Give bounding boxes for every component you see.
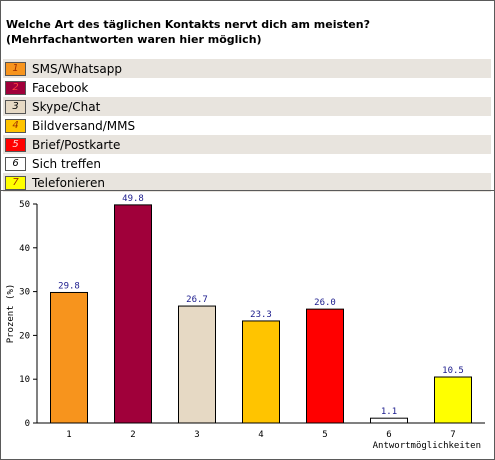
legend-number: 4 <box>12 120 19 131</box>
bar <box>306 308 344 424</box>
x-tick-label: 2 <box>130 430 135 440</box>
y-tick-label: 40 <box>19 244 30 254</box>
bar-value-label: 23.3 <box>250 310 272 320</box>
legend-item: 7 Telefonieren <box>3 173 491 192</box>
x-tick-label: 4 <box>258 430 263 440</box>
y-tick-label: 20 <box>19 331 30 341</box>
legend-item: 3 Skype/Chat <box>3 97 491 116</box>
y-tick-label: 0 <box>25 419 30 429</box>
legend-label: Telefonieren <box>32 175 105 190</box>
y-tick-label: 10 <box>19 375 30 385</box>
bar-value-label: 26.7 <box>186 295 208 305</box>
bar <box>178 305 216 424</box>
legend-swatch: 2 <box>5 80 26 95</box>
legend-swatch: 4 <box>5 118 26 133</box>
x-axis-label: Antwortmöglichkeiten <box>373 441 481 451</box>
legend-swatch: 6 <box>5 156 26 171</box>
legend-item: 1 SMS/Whatsapp <box>3 59 491 78</box>
question-text: Welche Art des täglichen Kontakts nervt … <box>6 18 370 46</box>
divider <box>0 190 495 191</box>
y-tick-label: 30 <box>19 288 30 298</box>
legend-item: 5 Brief/Postkarte <box>3 135 491 154</box>
legend: 1 SMS/Whatsapp 2 Facebook 3 Skype/Chat 4… <box>3 59 491 192</box>
bar-value-label: 26.0 <box>314 298 336 308</box>
bar-value-label: 1.1 <box>381 407 397 417</box>
legend-number: 3 <box>12 101 19 112</box>
bar-value-label: 29.8 <box>58 281 80 291</box>
legend-swatch: 7 <box>5 175 26 190</box>
legend-number: 1 <box>12 63 19 74</box>
legend-number: 6 <box>12 158 19 169</box>
bar-value-label: 49.8 <box>122 194 144 204</box>
legend-item: 2 Facebook <box>3 78 491 97</box>
legend-label: SMS/Whatsapp <box>32 61 122 76</box>
y-axis-label: Prozent (%) <box>6 284 16 344</box>
legend-number: 7 <box>12 177 19 188</box>
x-tick-label: 5 <box>322 430 327 440</box>
bar <box>370 417 408 424</box>
legend-label: Skype/Chat <box>32 99 101 114</box>
legend-label: Sich treffen <box>32 156 101 171</box>
x-tick-label: 6 <box>386 430 391 440</box>
bar-chart: 0 10 20 30 40 50 Prozent (%) 29.8 1 49.8 2 26.7 3 23.… <box>6 194 485 451</box>
legend-item: 4 Bildversand/MMS <box>3 116 491 135</box>
legend-swatch: 3 <box>5 99 26 114</box>
bar-value-label: 10.5 <box>442 366 464 376</box>
legend-number: 5 <box>12 139 19 150</box>
bar <box>50 291 88 424</box>
legend-swatch: 1 <box>5 61 26 76</box>
legend-swatch: 5 <box>5 137 26 152</box>
bar <box>434 376 472 424</box>
x-tick-label: 1 <box>66 430 71 440</box>
legend-label: Brief/Postkarte <box>32 137 121 152</box>
legend-item: 6 Sich treffen <box>3 154 491 173</box>
bar <box>114 204 152 424</box>
legend-label: Bildversand/MMS <box>32 118 136 133</box>
x-tick-label: 7 <box>450 430 455 440</box>
y-tick-label: 50 <box>19 200 30 210</box>
bar <box>242 320 280 424</box>
legend-number: 2 <box>12 82 19 93</box>
x-tick-label: 3 <box>194 430 199 440</box>
legend-label: Facebook <box>32 80 89 95</box>
